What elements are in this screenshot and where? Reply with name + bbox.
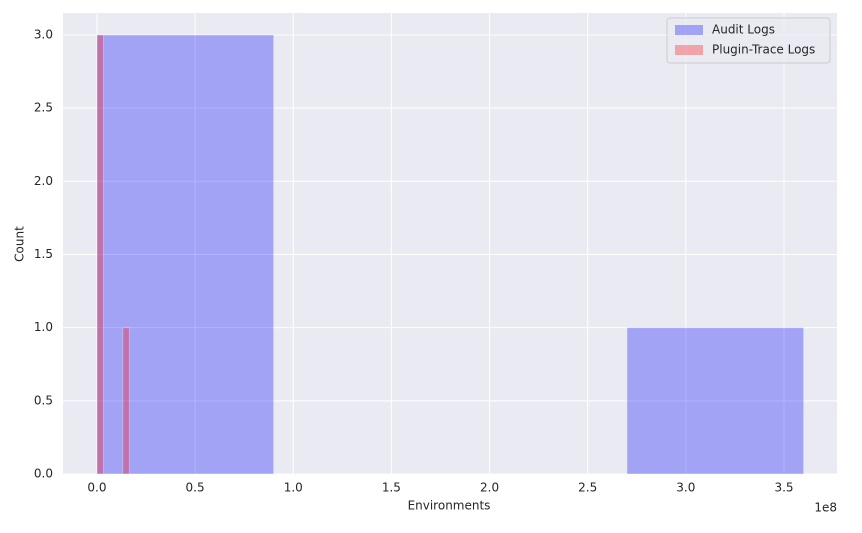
x-tick-label: 1.5 [382, 481, 401, 495]
x-tick-label: 3.0 [676, 481, 695, 495]
legend-label: Plugin-Trace Logs [712, 43, 815, 57]
legend-swatch [675, 45, 703, 55]
histogram-bar [96, 34, 275, 475]
x-tick-label: 2.5 [578, 481, 597, 495]
x-tick-label: 3.5 [774, 481, 793, 495]
x-tick-label: 1.0 [284, 481, 303, 495]
x-tick-label: 2.0 [480, 481, 499, 495]
y-axis-label: Count [13, 226, 27, 262]
y-tick-label: 1.5 [34, 247, 53, 261]
x-offset-label: 1e8 [814, 501, 837, 515]
y-tick-label: 2.0 [34, 174, 53, 188]
x-axis-label: Environments [408, 499, 491, 513]
histogram-bar [626, 327, 805, 475]
y-tick-label: 3.0 [34, 27, 53, 41]
y-tick-label: 1.0 [34, 320, 53, 334]
legend: Audit Logs Plugin-Trace Logs [666, 17, 831, 64]
histogram-bar [96, 34, 104, 475]
legend-swatch [675, 25, 703, 35]
x-tick-label: 0.0 [87, 481, 106, 495]
y-tick-label: 2.5 [34, 101, 53, 115]
histogram-bar [122, 327, 130, 475]
plot-background [63, 13, 837, 474]
x-tick-label: 0.5 [186, 481, 205, 495]
legend-label: Audit Logs [712, 23, 775, 37]
y-tick-label: 0.0 [34, 467, 53, 481]
y-tick-label: 0.5 [34, 393, 53, 407]
legend-box [666, 17, 831, 64]
